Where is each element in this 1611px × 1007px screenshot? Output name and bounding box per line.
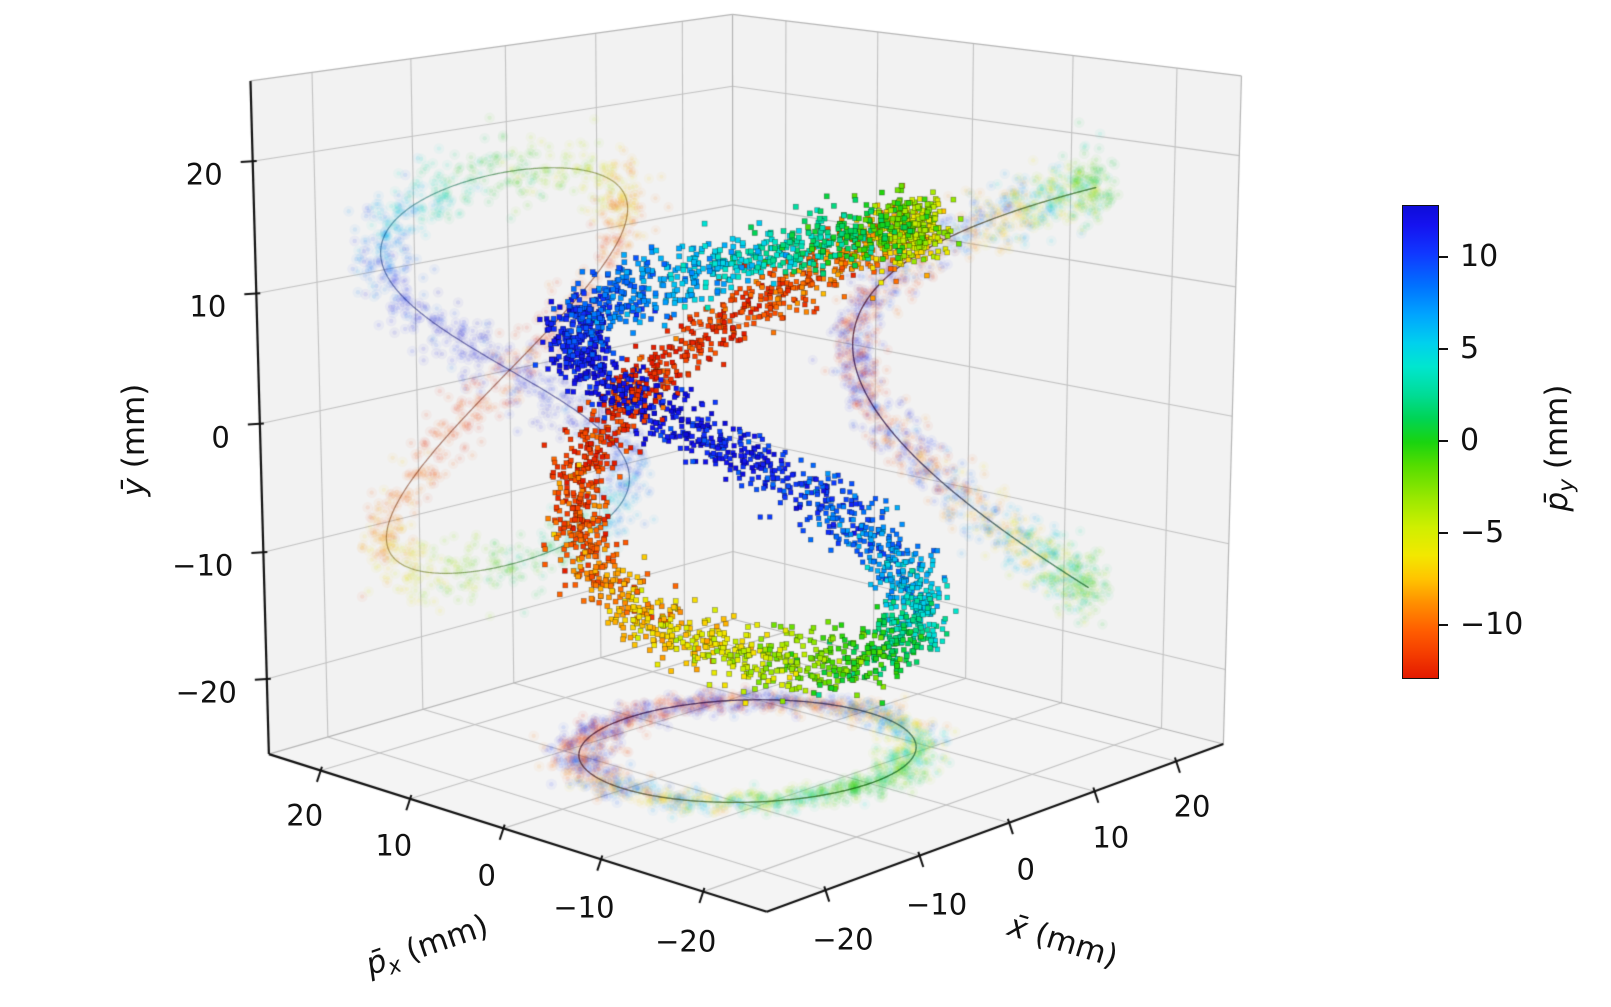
y-axis-tick-label: 10 xyxy=(189,289,227,324)
y-axis-tick-label: 0 xyxy=(211,420,230,455)
y-axis-tick-label: −20 xyxy=(175,675,237,710)
colorbar-tick-mark xyxy=(1439,440,1448,442)
colorbar-label: p̄y (mm) xyxy=(1539,384,1580,512)
x-axis-tick-label: −20 xyxy=(812,922,874,957)
colorbar-tick-mark xyxy=(1439,255,1448,258)
colorbar-tick-label: 10 xyxy=(1460,238,1499,274)
px-axis-tick-label: 20 xyxy=(286,798,324,833)
colorbar-gradient xyxy=(1403,206,1438,678)
colorbar-tick-mark xyxy=(1439,624,1448,627)
y-axis-tick-label: 20 xyxy=(185,157,223,192)
colorbar-tick-mark xyxy=(1439,532,1448,535)
colorbar-tick-label: −10 xyxy=(1460,607,1524,643)
px-axis-tick-label: 10 xyxy=(375,828,413,863)
y-axis-label-symbol: ȳ xyxy=(116,478,153,497)
x-axis-tick-label: 0 xyxy=(1016,852,1035,887)
colorbar-tick-mark xyxy=(1439,347,1448,350)
px-axis-tick-label: 0 xyxy=(477,858,496,893)
y-axis-label-unit: (mm) xyxy=(116,383,153,479)
x-axis-tick-label: 20 xyxy=(1173,789,1211,824)
colorbar-label-subscript: y xyxy=(1554,478,1580,492)
colorbar-tick-label: −5 xyxy=(1460,515,1505,551)
x-axis-tick-label: −10 xyxy=(905,887,968,922)
colorbar-label-symbol: p̄ xyxy=(1539,491,1576,512)
y-axis-label: ȳ (mm) xyxy=(116,383,155,497)
px-axis-tick-label: −20 xyxy=(655,924,717,959)
colorbar xyxy=(1402,205,1439,679)
x-axis-tick-label: 10 xyxy=(1092,820,1130,855)
colorbar-label-unit: (mm) xyxy=(1539,384,1576,479)
px-axis-tick-label: −10 xyxy=(553,890,615,925)
y-axis-tick-label: −10 xyxy=(172,548,234,583)
colorbar-tick-label: 5 xyxy=(1460,330,1480,366)
colorbar-tick-label: 0 xyxy=(1460,423,1480,458)
